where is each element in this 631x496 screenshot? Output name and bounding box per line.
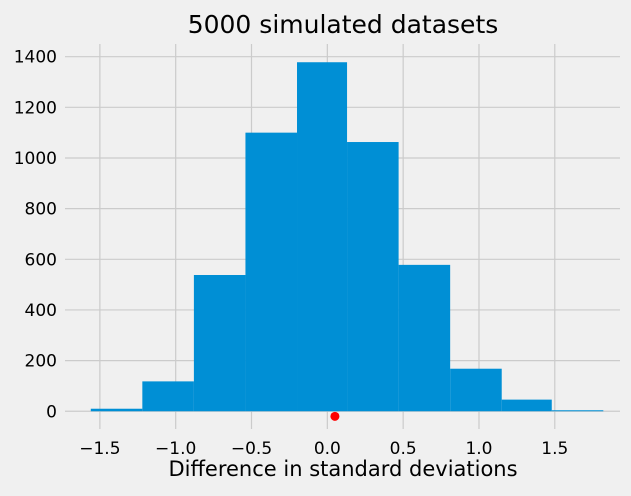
x-tick-label: 1.0 bbox=[465, 439, 492, 459]
histogram-bar bbox=[142, 381, 194, 412]
y-tick-label: 400 bbox=[25, 301, 57, 321]
histogram-bar bbox=[90, 408, 143, 412]
x-tick-labels: −1.5 −1.0 −0.5 0.0 0.5 1.0 1.5 bbox=[79, 439, 568, 459]
histogram-bar bbox=[450, 368, 502, 412]
histogram-bar bbox=[501, 399, 552, 412]
observed-point-layer bbox=[330, 411, 340, 421]
x-tick-label: −1.5 bbox=[79, 439, 120, 459]
histogram-bar bbox=[398, 264, 451, 412]
y-tick-label: 1400 bbox=[14, 48, 57, 68]
y-tick-label: 1000 bbox=[14, 149, 57, 169]
y-tick-label: 600 bbox=[25, 250, 57, 270]
chart-title: 5000 simulated datasets bbox=[188, 10, 499, 39]
histogram-bar bbox=[551, 410, 604, 412]
y-tick-label: 200 bbox=[25, 352, 57, 372]
histogram-bar bbox=[347, 142, 399, 412]
y-tick-labels: 0 200 400 600 800 1000 1200 1400 bbox=[14, 48, 57, 423]
histogram-bar bbox=[297, 62, 348, 412]
x-axis-label: Difference in standard deviations bbox=[168, 457, 517, 481]
observed-point bbox=[330, 411, 340, 421]
x-tick-label: 0.0 bbox=[314, 439, 341, 459]
x-tick-label: −1.0 bbox=[155, 439, 196, 459]
histogram-bar bbox=[193, 275, 246, 412]
x-tick-label: 1.5 bbox=[541, 439, 568, 459]
histogram-bar bbox=[245, 132, 298, 412]
x-tick-label: −0.5 bbox=[231, 439, 272, 459]
y-tick-label: 1200 bbox=[14, 98, 57, 118]
y-tick-label: 0 bbox=[46, 402, 57, 422]
histogram-bars bbox=[90, 62, 604, 412]
y-tick-label: 800 bbox=[25, 200, 57, 220]
x-tick-label: 0.5 bbox=[390, 439, 417, 459]
